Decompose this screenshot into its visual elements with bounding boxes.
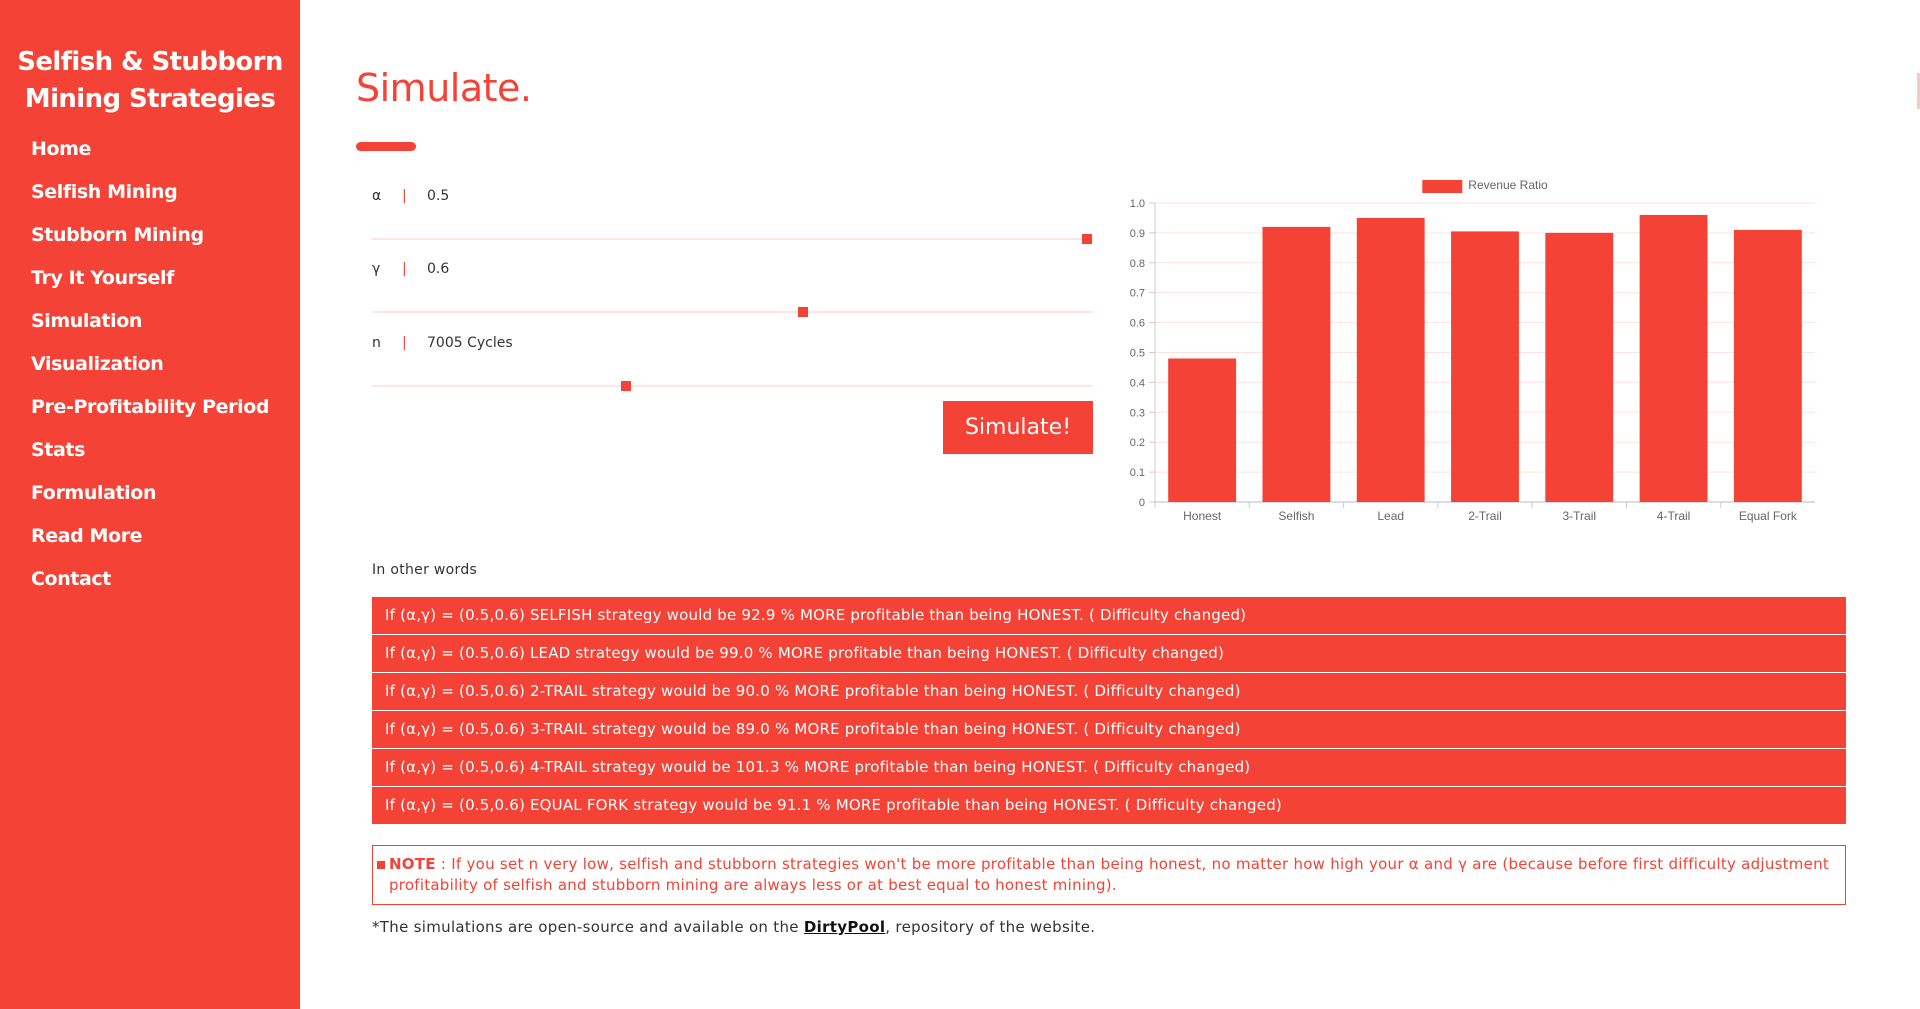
site-title[interactable]: Selfish & Stubborn Mining Strategies xyxy=(0,44,300,118)
gamma-slider-thumb[interactable] xyxy=(798,307,808,317)
result-row-2-trail: If (α,γ) = (0.5,0.6) 2-TRAIL strategy wo… xyxy=(372,673,1846,710)
gamma-separator: | xyxy=(402,261,407,277)
y-tick-label: 1.0 xyxy=(1130,198,1145,210)
sidebar-item-home[interactable]: Home xyxy=(31,138,92,160)
alpha-value: 0.5 xyxy=(427,188,450,204)
y-tick-label: 0.3 xyxy=(1130,407,1145,419)
legend-label: Revenue Ratio xyxy=(1468,178,1548,192)
footnote: *The simulations are open-source and ava… xyxy=(372,918,1095,936)
sidebar-item-pre-profitability-period[interactable]: Pre-Profitability Period xyxy=(31,396,270,418)
sidebar-item-read-more[interactable]: Read More xyxy=(31,525,143,547)
cycles-separator: | xyxy=(402,335,407,351)
bar-3-trail xyxy=(1545,232,1614,502)
bar-2-trail xyxy=(1451,231,1519,502)
cycles-slider-track[interactable] xyxy=(372,385,1092,387)
y-tick-label: 0.2 xyxy=(1130,437,1145,449)
footnote-suffix: , repository of the website. xyxy=(885,918,1096,936)
gamma-value: 0.6 xyxy=(427,261,450,277)
site-title-line2: Mining Strategies xyxy=(24,84,276,114)
x-tick-label: 4-Trail xyxy=(1657,509,1691,523)
sidebar-nav: Home Selfish Mining Stubborn Mining Try … xyxy=(31,131,269,604)
x-tick-label: Selfish xyxy=(1278,509,1314,523)
revenue-ratio-chart: 0 0.1 0.2 0.3 0.4 0.5 0.6 0.7 0.8 0.9 1.0 Honest Sel… xyxy=(1130,178,1815,523)
result-row-equal-fork: If (α,γ) = (0.5,0.6) EQUAL FORK strategy… xyxy=(372,787,1846,824)
sidebar-item-selfish-mining[interactable]: Selfish Mining xyxy=(31,181,178,203)
y-tick-label: 0.9 xyxy=(1130,228,1145,240)
sidebar-item-stubborn-mining[interactable]: Stubborn Mining xyxy=(31,224,204,246)
note-square-icon xyxy=(377,861,385,869)
x-tick-label: Lead xyxy=(1377,509,1404,523)
cycles-slider-group: n | 7005 Cycles xyxy=(372,333,1092,403)
result-row-4-trail: If (α,γ) = (0.5,0.6) 4-TRAIL strategy wo… xyxy=(372,749,1846,786)
y-tick-label: 0.6 xyxy=(1130,318,1145,330)
alpha-slider-thumb[interactable] xyxy=(1082,234,1092,244)
results-list: If (α,γ) = (0.5,0.6) SELFISH strategy wo… xyxy=(372,597,1846,825)
bar-lead xyxy=(1356,217,1425,502)
bar-honest xyxy=(1168,358,1237,502)
alpha-slider-group: α | 0.5 xyxy=(372,186,1092,256)
x-tick-label: 2-Trail xyxy=(1468,509,1502,523)
y-tick-label: 0 xyxy=(1139,497,1145,509)
bar-equal-fork xyxy=(1733,229,1802,502)
y-tick-label: 0.8 xyxy=(1130,258,1145,270)
result-row-selfish: If (α,γ) = (0.5,0.6) SELFISH strategy wo… xyxy=(372,597,1846,634)
gamma-slider-group: γ | 0.6 xyxy=(372,259,1092,329)
alpha-separator: | xyxy=(402,188,407,204)
sidebar-item-simulation[interactable]: Simulation xyxy=(31,310,143,332)
legend-swatch xyxy=(1422,180,1463,193)
note-label: NOTE xyxy=(389,855,436,873)
result-row-3-trail: If (α,γ) = (0.5,0.6) 3-TRAIL strategy wo… xyxy=(372,711,1846,748)
result-row-lead: If (α,γ) = (0.5,0.6) LEAD strategy would… xyxy=(372,635,1846,672)
note-box: NOTE : If you set n very low, selfish an… xyxy=(372,845,1846,905)
note-text: : If you set n very low, selfish and stu… xyxy=(389,855,1829,894)
dirtypool-link[interactable]: DirtyPool xyxy=(803,918,886,936)
cycles-slider-thumb[interactable] xyxy=(620,381,631,391)
x-tick-label: Honest xyxy=(1183,509,1222,523)
bar-selfish xyxy=(1262,226,1331,503)
y-tick-label: 0.7 xyxy=(1130,288,1145,300)
y-tick-label: 0.4 xyxy=(1130,377,1145,389)
x-tick-label: 3-Trail xyxy=(1563,509,1597,523)
alpha-symbol: α xyxy=(372,188,382,204)
sidebar-item-contact[interactable]: Contact xyxy=(31,568,111,590)
alpha-slider-track[interactable] xyxy=(372,238,1092,240)
sidebar-item-visualization[interactable]: Visualization xyxy=(31,353,164,375)
page-title: Simulate. xyxy=(356,66,532,110)
in-other-words-label: In other words xyxy=(372,562,478,578)
sidebar-item-stats[interactable]: Stats xyxy=(31,439,85,461)
gamma-symbol: γ xyxy=(372,261,381,277)
scrollbar-marker[interactable] xyxy=(1917,73,1920,109)
title-underline xyxy=(356,142,416,151)
bar-4-trail xyxy=(1639,214,1708,502)
sidebar-item-formulation[interactable]: Formulation xyxy=(31,482,157,504)
y-tick-label: 0.1 xyxy=(1130,467,1145,479)
footnote-prefix: *The simulations are open-source and ava… xyxy=(372,918,804,936)
y-tick-label: 0.5 xyxy=(1130,348,1145,360)
x-tick-label: Equal Fork xyxy=(1739,509,1798,523)
site-title-line1: Selfish & Stubborn xyxy=(17,47,283,77)
gamma-slider-track[interactable] xyxy=(372,311,1092,313)
sidebar: Selfish & Stubborn Mining Strategies Hom… xyxy=(0,0,300,1009)
simulate-button[interactable]: Simulate! xyxy=(943,401,1093,454)
cycles-symbol: n xyxy=(372,335,381,351)
cycles-value: 7005 Cycles xyxy=(427,335,513,351)
sidebar-item-try-it-yourself[interactable]: Try It Yourself xyxy=(31,267,174,289)
